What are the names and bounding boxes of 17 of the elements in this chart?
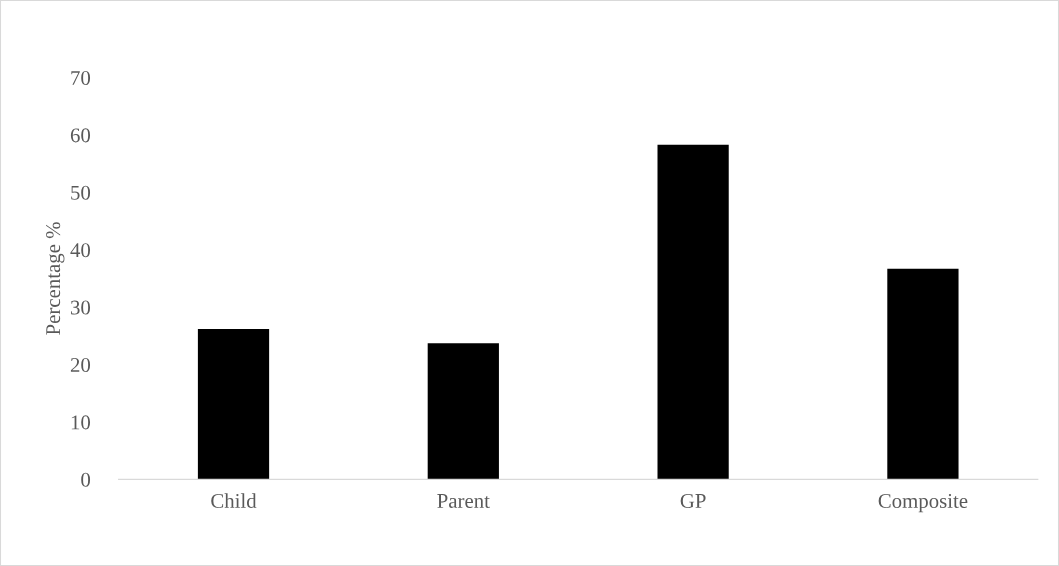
x-tick-label: Parent: [437, 494, 490, 508]
bar: [657, 144, 729, 480]
bar: [887, 268, 959, 480]
x-tick-label: GP: [680, 493, 706, 508]
x-tick-label: Child: [211, 493, 257, 508]
y-tick-label: 0: [81, 472, 91, 487]
y-tick-label: 60: [70, 128, 91, 143]
y-tick-label: 50: [71, 185, 91, 200]
bar: [197, 328, 270, 480]
bar: [427, 343, 499, 480]
y-tick-label: 30: [70, 300, 91, 315]
y-tick-label: 40: [70, 243, 91, 258]
y-axis-title: Percentage %: [46, 222, 65, 335]
y-tick-label: 10: [71, 415, 91, 430]
x-tick-label: Composite: [878, 493, 968, 513]
y-tick-label: 20: [70, 357, 91, 373]
y-tick-label: 70: [71, 70, 91, 85]
